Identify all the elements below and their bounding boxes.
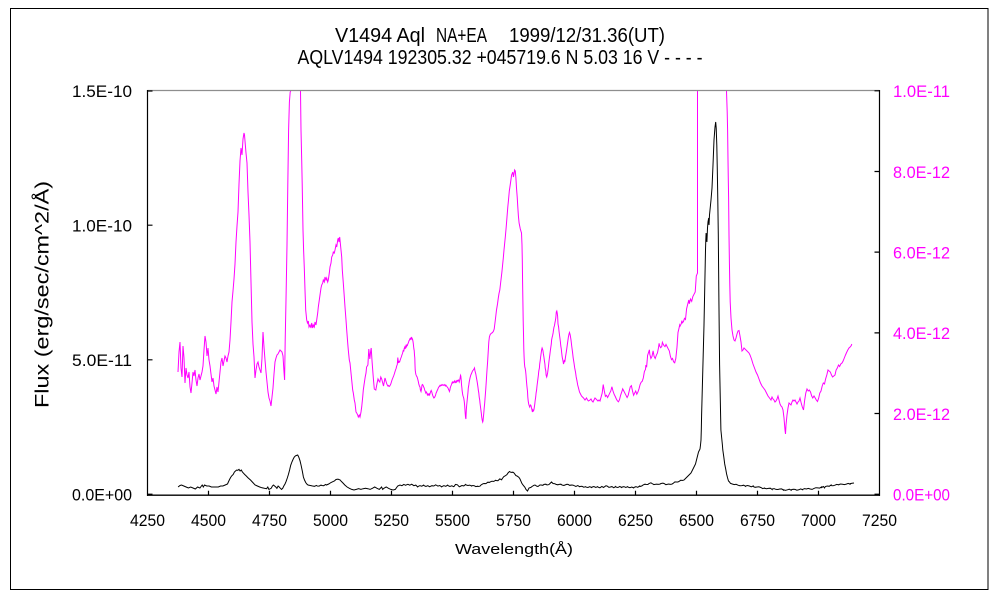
svg-text:6500: 6500 <box>679 511 714 530</box>
svg-text:4.0E-12: 4.0E-12 <box>893 324 950 343</box>
svg-text:6000: 6000 <box>557 511 592 530</box>
svg-text:5750: 5750 <box>496 511 531 530</box>
svg-text:7250: 7250 <box>862 511 897 530</box>
svg-text:5250: 5250 <box>374 511 409 530</box>
svg-text:4500: 4500 <box>191 511 226 530</box>
svg-text:1999/12/31.36(UT): 1999/12/31.36(UT) <box>509 24 665 47</box>
svg-text:2.0E-12: 2.0E-12 <box>893 405 950 424</box>
svg-text:5.0E-11: 5.0E-11 <box>72 351 132 370</box>
svg-text:Flux (erg/sec/cm^2/Å): Flux (erg/sec/cm^2/Å) <box>31 181 54 408</box>
svg-text:6.0E-12: 6.0E-12 <box>893 244 950 263</box>
svg-text:5500: 5500 <box>435 511 470 530</box>
svg-text:Wavelength(Å): Wavelength(Å) <box>455 541 573 558</box>
svg-text:AQLV1494 192305.32 +045719.6 N: AQLV1494 192305.32 +045719.6 N 5.03 16 V… <box>298 46 703 69</box>
svg-text:0.0E+00: 0.0E+00 <box>893 486 950 505</box>
svg-text:V1494 Aql: V1494 Aql <box>335 24 425 47</box>
svg-text:6750: 6750 <box>740 511 775 530</box>
svg-text:1.0E-10: 1.0E-10 <box>72 217 132 236</box>
svg-text:1.5E-10: 1.5E-10 <box>72 82 132 101</box>
svg-text:6250: 6250 <box>618 511 653 530</box>
svg-text:1.0E-11: 1.0E-11 <box>893 82 950 101</box>
svg-text:NA+EA: NA+EA <box>436 24 487 47</box>
svg-text:4750: 4750 <box>252 511 287 530</box>
svg-text:7000: 7000 <box>801 511 836 530</box>
svg-text:5000: 5000 <box>313 511 348 530</box>
svg-text:8.0E-12: 8.0E-12 <box>893 163 950 182</box>
svg-text:0.0E+00: 0.0E+00 <box>72 485 132 504</box>
svg-text:4250: 4250 <box>130 511 165 530</box>
